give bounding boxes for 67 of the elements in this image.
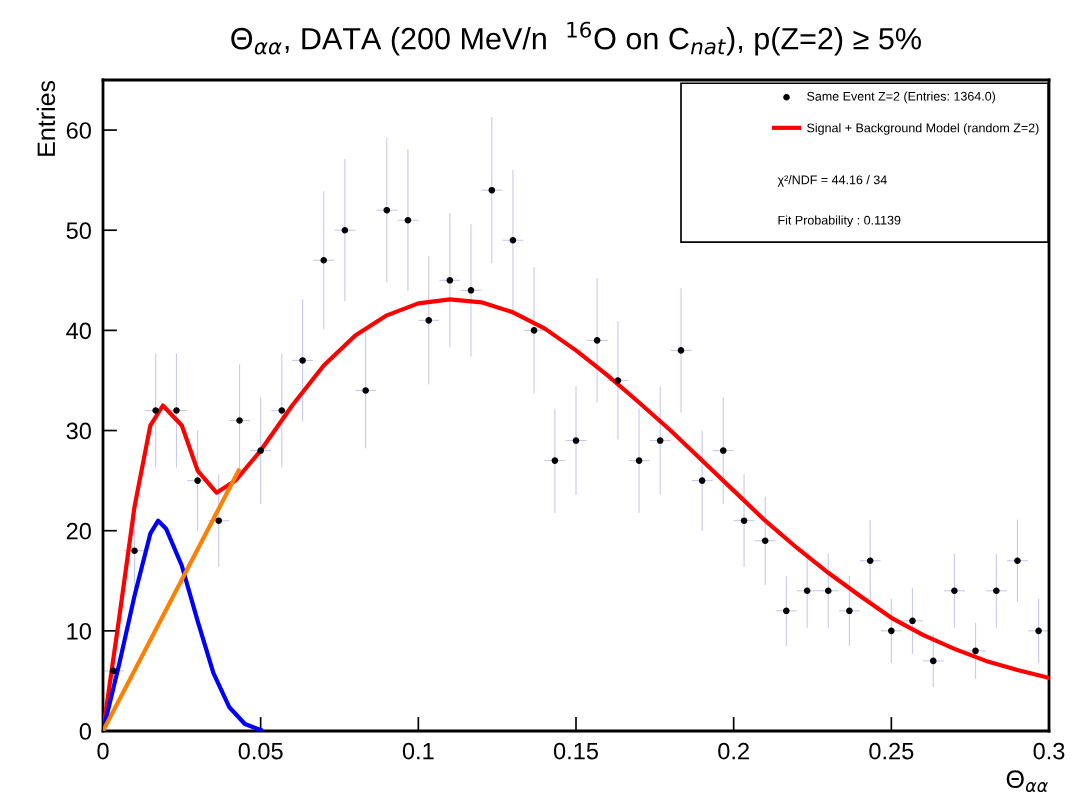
- y-tick-label: 40: [66, 322, 91, 340]
- x-tick-label: 0.3: [1033, 742, 1065, 760]
- y-axis-title: Entries: [36, 80, 56, 156]
- point: [719, 447, 727, 454]
- point: [846, 607, 853, 615]
- point: [362, 387, 369, 394]
- point: [909, 617, 916, 625]
- point: [888, 627, 895, 635]
- x-tick-label: 0.05: [238, 742, 283, 760]
- x-axis-title: Θ$_{αα}$: [1006, 770, 1049, 792]
- point: [320, 256, 328, 264]
- point: [425, 317, 433, 324]
- point: [341, 226, 349, 234]
- point: [656, 437, 664, 444]
- x-tick-label: 0.25: [869, 742, 914, 760]
- point: [929, 657, 937, 665]
- point: [551, 457, 559, 464]
- point: [866, 557, 874, 565]
- point: [1035, 627, 1042, 635]
- point: [1014, 557, 1021, 565]
- legend-label: Signal + Background Model (random Z=2): [807, 123, 1039, 135]
- point: [215, 517, 223, 524]
- point: [446, 277, 454, 284]
- point: [257, 447, 264, 454]
- point: [993, 587, 1000, 595]
- point: [677, 347, 685, 354]
- point: [467, 287, 475, 294]
- point: [635, 457, 643, 464]
- point: [803, 587, 811, 595]
- point: [173, 407, 180, 414]
- point: [110, 667, 117, 675]
- point: [698, 477, 706, 484]
- point: [593, 337, 601, 344]
- point: [740, 517, 748, 524]
- y-tick-label: 20: [66, 522, 91, 540]
- legend-label: Same Event Z=2 (Entries: 1364.0): [807, 91, 996, 104]
- point: [530, 327, 538, 334]
- point: [299, 357, 306, 364]
- line-series: [103, 518, 263, 731]
- y-tick-label: 0: [79, 723, 91, 740]
- point: [278, 407, 286, 414]
- point: [152, 407, 159, 414]
- point: [509, 236, 517, 244]
- point: [614, 377, 622, 384]
- point: [488, 186, 496, 194]
- point: [951, 587, 958, 595]
- y-tick-label: 10: [67, 622, 91, 640]
- annotation: Fit Probability : 0.1139: [778, 215, 901, 228]
- chart-title: Θ$_{αα}$, DATA (200 MeV/n $^{16}$O on C$_{nat}$), p(Z=2) ≥ 5%: [231, 21, 921, 56]
- point: [824, 587, 832, 595]
- point: [131, 547, 138, 555]
- point: [236, 417, 243, 424]
- x-tick-label: 0.2: [718, 742, 749, 760]
- x-tick-label: 0: [97, 742, 109, 760]
- point: [783, 607, 790, 615]
- y-tick-label: 60: [66, 122, 91, 139]
- point: [761, 537, 769, 545]
- y-tick-label: 50: [66, 222, 91, 240]
- point: [972, 647, 979, 655]
- x-tick-label: 0.15: [553, 742, 598, 760]
- point: [383, 206, 391, 214]
- annotation: χ²/NDF = 44.16 / 34: [777, 175, 887, 187]
- point: [404, 216, 412, 224]
- x-tick-label: 0.1: [402, 742, 434, 760]
- point: [194, 477, 201, 484]
- point: [572, 437, 580, 444]
- y-tick-label: 30: [66, 422, 91, 440]
